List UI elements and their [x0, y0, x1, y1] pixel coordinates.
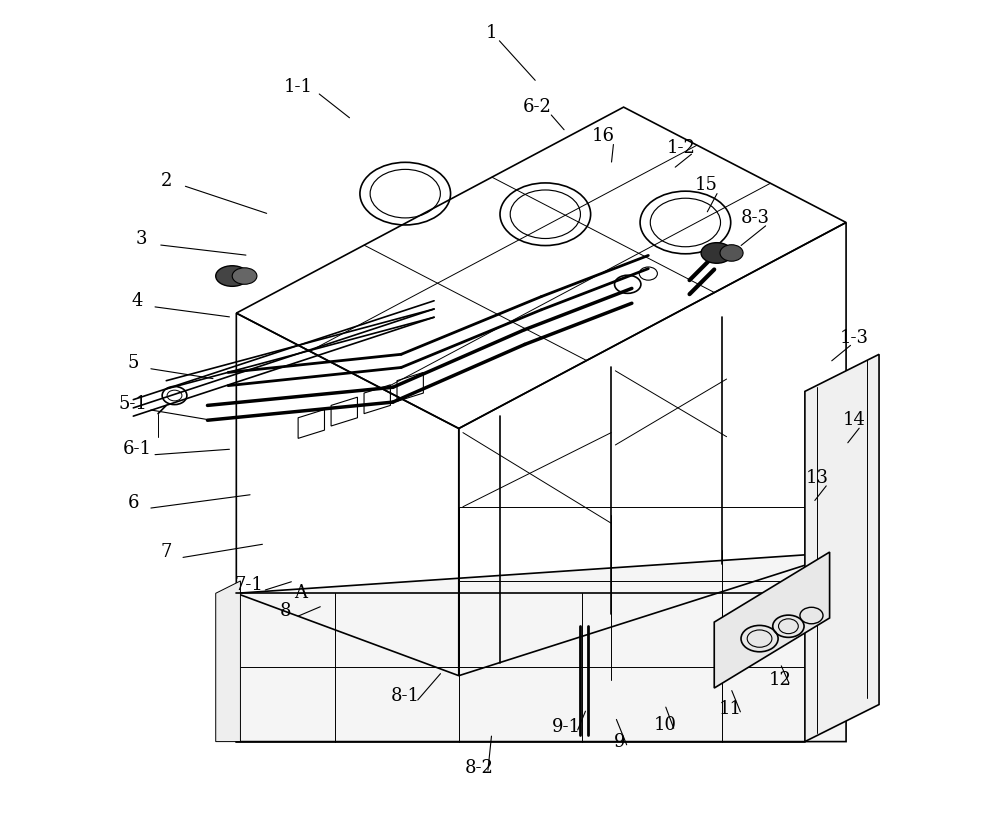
Text: 1-2: 1-2: [667, 139, 696, 157]
Text: 6-1: 6-1: [123, 440, 152, 458]
Text: 14: 14: [843, 411, 866, 429]
Text: 1-3: 1-3: [840, 329, 869, 347]
Text: 12: 12: [769, 671, 792, 689]
Text: 8-2: 8-2: [465, 759, 494, 777]
Text: 1-1: 1-1: [284, 77, 313, 96]
Ellipse shape: [216, 266, 249, 286]
Ellipse shape: [720, 245, 743, 261]
Ellipse shape: [232, 268, 257, 284]
Text: 5: 5: [128, 353, 139, 372]
Text: A: A: [294, 584, 307, 602]
Text: 9-1: 9-1: [551, 718, 580, 736]
Text: 7-1: 7-1: [234, 576, 263, 594]
Text: 6-2: 6-2: [523, 98, 552, 116]
Ellipse shape: [701, 243, 732, 264]
Text: 8: 8: [280, 602, 292, 620]
Text: 3: 3: [136, 230, 147, 248]
Text: 8-3: 8-3: [741, 209, 770, 227]
Text: 16: 16: [591, 127, 614, 145]
Text: 7: 7: [161, 543, 172, 561]
Text: 2: 2: [161, 172, 172, 190]
Text: 6: 6: [128, 494, 139, 512]
Text: 8-1: 8-1: [391, 687, 420, 705]
Text: 13: 13: [806, 469, 829, 487]
Text: 5-1: 5-1: [119, 395, 148, 413]
Text: 11: 11: [719, 700, 742, 718]
Text: 1: 1: [486, 24, 498, 42]
Text: 10: 10: [653, 716, 676, 734]
Polygon shape: [216, 581, 240, 742]
Text: 4: 4: [132, 292, 143, 310]
Polygon shape: [236, 552, 846, 742]
Text: 15: 15: [695, 176, 717, 194]
Polygon shape: [805, 354, 879, 742]
Text: 9: 9: [614, 733, 625, 751]
Polygon shape: [714, 552, 830, 688]
